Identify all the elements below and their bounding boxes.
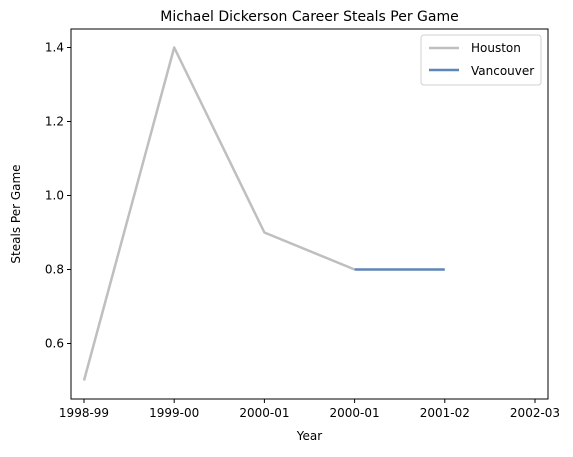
x-axis-ticks: 1998-99 1999-00 2000-01 2000-01 2001-02 2002-… xyxy=(59,399,560,420)
x-tick-label: 1998-99 xyxy=(59,406,109,420)
series-line-houston xyxy=(82,46,356,381)
y-axis-ticks: 0.6 0.8 1.0 1.2 1.4 xyxy=(45,41,71,351)
x-tick-label: 1999-00 xyxy=(149,406,199,420)
y-tick-label: 0.6 xyxy=(45,337,64,351)
y-tick-label: 0.8 xyxy=(45,263,64,277)
y-tick-label: 1.4 xyxy=(45,41,64,55)
y-axis-label: Steals Per Game xyxy=(9,164,23,263)
x-tick-label: 2002-03 xyxy=(510,406,560,420)
x-tick-label: 2000-01 xyxy=(330,406,380,420)
legend-label-vancouver: Vancouver xyxy=(471,64,534,78)
legend-label-houston: Houston xyxy=(471,41,521,55)
plot-area xyxy=(70,28,549,400)
x-tick-label: 2000-01 xyxy=(239,406,289,420)
y-tick-label: 1.0 xyxy=(45,189,64,203)
chart-title: Michael Dickerson Career Steals Per Game xyxy=(160,9,458,25)
legend: Houston Vancouver xyxy=(420,34,542,86)
x-tick-label: 2001-02 xyxy=(420,406,470,420)
series-layer xyxy=(82,46,445,381)
x-axis-label: Year xyxy=(296,429,322,443)
y-tick-label: 1.2 xyxy=(45,115,64,129)
